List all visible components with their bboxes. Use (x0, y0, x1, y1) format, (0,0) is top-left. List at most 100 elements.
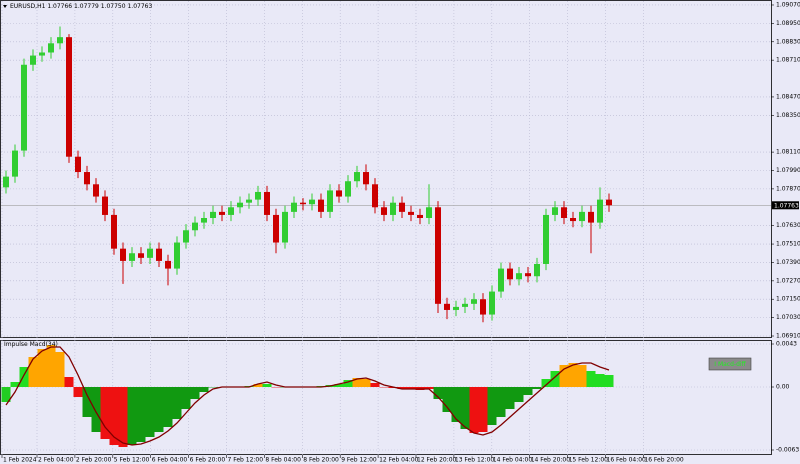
candle-body (201, 218, 207, 223)
candle-body (552, 207, 558, 215)
histogram-bar (145, 387, 155, 437)
histogram-bar (172, 387, 182, 419)
histogram-bar (523, 387, 533, 395)
price-frame (0, 0, 772, 338)
candle-body (138, 253, 144, 258)
histogram-bar (559, 365, 569, 387)
candle-body (120, 248, 126, 261)
candle-body (480, 299, 486, 315)
candle-body (147, 248, 153, 258)
candle-body (183, 230, 189, 243)
y-tick-label: 1.07870 (776, 185, 800, 192)
x-tick-label: 2 Feb 20:00 (76, 457, 112, 464)
x-tick-label: 2 Feb 04:00 (38, 457, 74, 464)
y-tick-label: 1.08110 (776, 149, 800, 156)
histogram-bar (118, 387, 128, 447)
candle-body (12, 150, 18, 177)
y-tick-label: 1.07030 (776, 314, 800, 321)
candle-body (237, 202, 243, 208)
histogram-bar (253, 384, 263, 387)
histogram-bar (109, 387, 119, 445)
y-tick-label: 1.07390 (776, 259, 800, 266)
indicator-button[interactable] (708, 357, 752, 371)
histogram-bar (127, 387, 137, 445)
histogram-bar (451, 387, 461, 422)
candle-body (93, 184, 99, 197)
y-tick-label: 1.08950 (776, 20, 800, 27)
histogram-bar (352, 378, 362, 387)
histogram-bar (397, 387, 407, 389)
candle-body (597, 199, 603, 223)
histogram-bar (91, 387, 101, 432)
y-tick-label: 1.08470 (776, 93, 800, 100)
candle-body (579, 211, 585, 222)
histogram-bar (514, 387, 524, 402)
histogram-bar (550, 371, 560, 387)
grid (1, 1, 774, 458)
candle-body (408, 211, 414, 215)
histogram-bar (460, 387, 470, 429)
candle-body (534, 263, 540, 277)
histogram-bar (19, 367, 29, 387)
marks (1, 26, 614, 447)
candle-body (399, 202, 405, 212)
histogram-bar (568, 363, 578, 387)
candle-body (309, 199, 315, 205)
candle-body (588, 211, 594, 223)
histogram-bar (496, 387, 506, 417)
histogram-bar (433, 387, 443, 399)
menu-arrow[interactable] (3, 5, 7, 8)
y-tick-label: 1.07990 (776, 167, 800, 174)
candle-body (453, 306, 459, 310)
x-tick-label: 7 Feb 12:00 (228, 457, 264, 464)
histogram-bar (73, 387, 83, 397)
histogram-bar (478, 387, 488, 432)
y-tick-label: 1.07150 (776, 296, 800, 303)
candle-body (255, 191, 261, 200)
histogram-bar (424, 387, 434, 389)
histogram-bar (586, 371, 596, 387)
x-tick-label: 14 Feb 04:00 (493, 457, 533, 464)
last-price-label: 1.07763 (774, 202, 799, 209)
y-tick-label: 1.07630 (776, 222, 800, 229)
histogram-bar (181, 387, 191, 409)
candle-body (264, 191, 270, 215)
histogram-bar (199, 387, 209, 392)
histogram-bar (604, 375, 614, 387)
y-tick-label: 1.08710 (776, 57, 800, 64)
candle-body (21, 64, 27, 151)
candle-body (336, 190, 342, 197)
histogram-bar (343, 380, 353, 387)
histogram-bar (37, 349, 47, 387)
histogram-bar (1, 387, 11, 402)
histogram-bar (469, 387, 479, 433)
candle-body (471, 299, 477, 304)
candle-body (30, 55, 36, 65)
y-tick-label: -0.0063 (776, 447, 799, 454)
candle-body (606, 199, 612, 206)
y-tick-label: 1.07510 (776, 241, 800, 248)
candle-body (462, 303, 468, 307)
candle-body (102, 196, 108, 215)
candle-body (57, 37, 63, 44)
histogram-bar (532, 387, 542, 389)
histogram-bar (262, 384, 272, 387)
candle-body (228, 207, 234, 215)
histogram-bar (55, 352, 65, 387)
candle-body (39, 52, 45, 56)
histogram-bar (487, 387, 497, 425)
candle-body (318, 199, 324, 212)
candle-body (516, 273, 522, 280)
chart-title: EURUSD,H1 1.07766 1.07779 1.07750 1.0776… (10, 3, 152, 10)
candle-body (192, 222, 198, 231)
candle-body (111, 214, 117, 249)
histogram-bar (82, 387, 92, 417)
y-tick-label: 1.08350 (776, 112, 800, 119)
candle-body (543, 214, 549, 264)
candle-body (417, 214, 423, 219)
indicator-button-label[interactable]: I Macd-diff (714, 361, 746, 368)
candle-body (327, 190, 333, 212)
indicator-frame (0, 340, 772, 455)
histogram-bar (154, 387, 164, 432)
